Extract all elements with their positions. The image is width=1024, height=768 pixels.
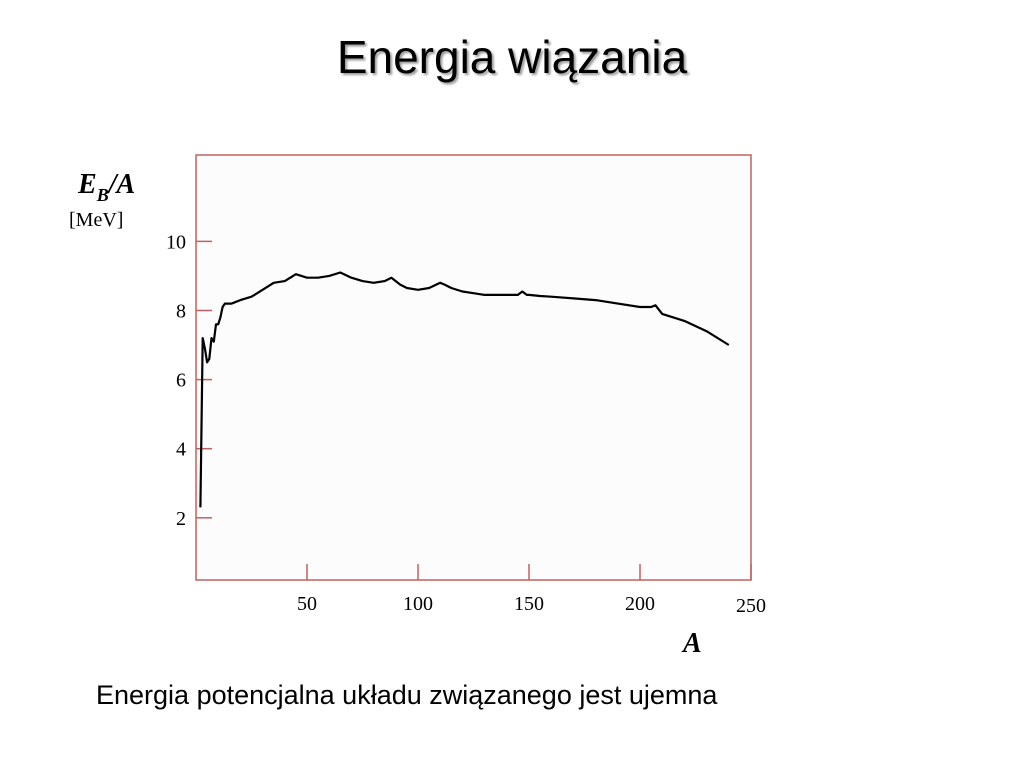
y-tick-label: 6 xyxy=(176,370,186,392)
binding-energy-curve xyxy=(199,271,730,508)
x-axis-title: A xyxy=(681,628,702,659)
axis-ticks: 2 4 6 8 10 50 100 150 200 250 xyxy=(166,231,766,617)
slide-title: Energia wiązania xyxy=(336,31,688,83)
y-axis-title-sub: B xyxy=(96,185,109,205)
y-axis-unit: [MeV] xyxy=(69,209,123,231)
plot-area xyxy=(195,154,752,581)
y-tick-label: 2 xyxy=(176,508,186,530)
y-tick-label: 8 xyxy=(176,300,186,322)
y-axis-title-main: E xyxy=(77,169,97,200)
x-tick-label: 150 xyxy=(514,593,544,615)
y-axis-title-suffix: /A xyxy=(107,169,135,200)
x-tick-label: 100 xyxy=(403,593,433,615)
x-tick-label: 250 xyxy=(736,595,766,617)
y-tick-label: 10 xyxy=(166,231,186,253)
x-tick-label: 200 xyxy=(625,593,655,615)
x-tick-label: 50 xyxy=(297,593,317,615)
y-tick-label: 4 xyxy=(176,439,186,461)
slide-caption: Energia potencjalna układu związanego je… xyxy=(96,680,718,710)
y-axis-title: EB/A xyxy=(77,169,135,205)
